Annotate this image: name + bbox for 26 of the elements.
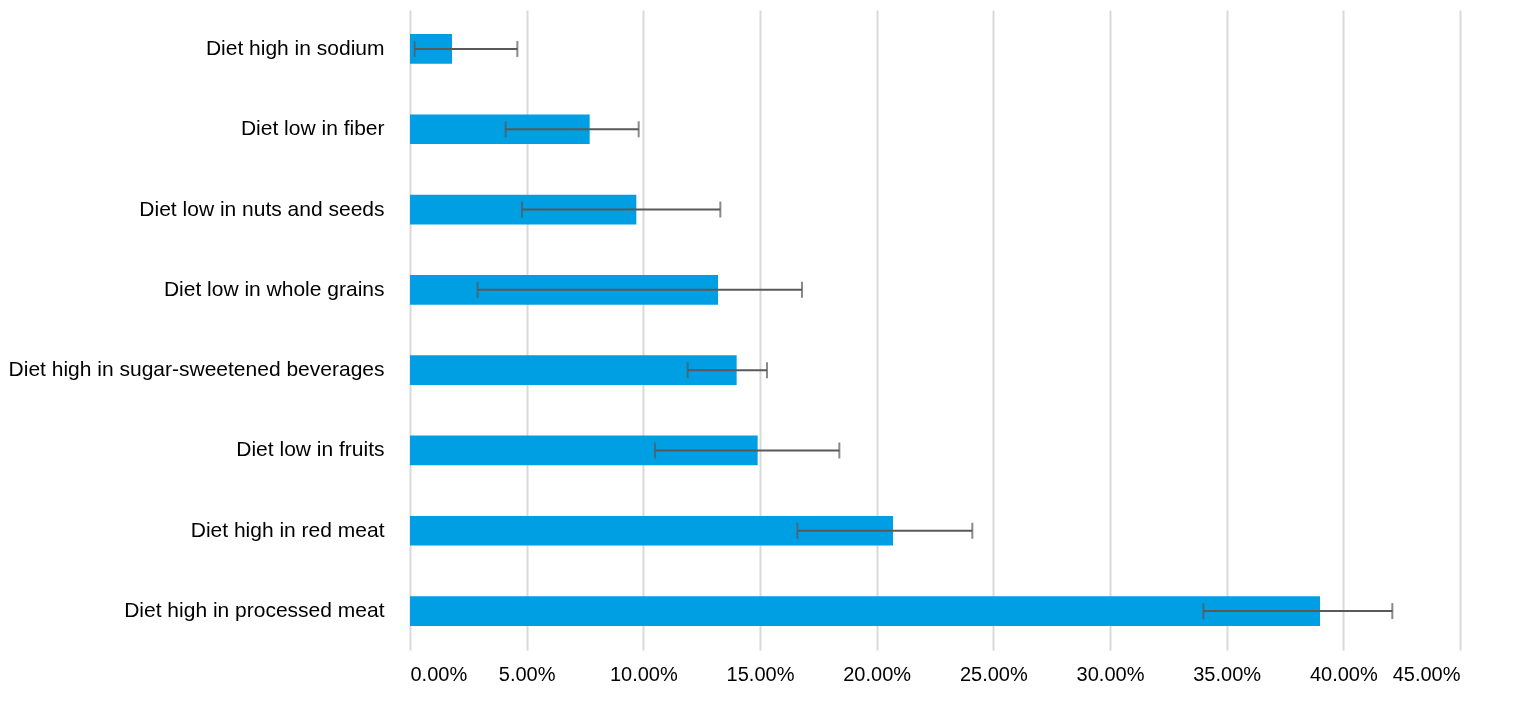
x-tick-label: 30.00%: [1076, 662, 1145, 685]
y-tick-label: Diet high in sodium: [205, 35, 385, 59]
bar: [410, 274, 718, 305]
y-tick-label: Diet low in whole grains: [163, 276, 385, 300]
y-tick-label: Diet high in processed meat: [124, 598, 385, 622]
y-tick-label: Diet high in sugar-sweetened beverages: [8, 357, 385, 381]
bar: [410, 515, 893, 546]
bar: [410, 194, 637, 225]
bar: [410, 114, 590, 145]
x-tick-label: 40.00%: [1309, 662, 1378, 685]
y-tick-label: Diet low in fruits: [236, 437, 385, 461]
x-tick-label: 35.00%: [1193, 662, 1262, 685]
x-tick-label: 25.00%: [959, 662, 1028, 685]
bar: [410, 435, 758, 466]
x-tick-label: 0.00%: [410, 662, 468, 685]
bar: [410, 596, 1320, 626]
bar: [410, 34, 452, 64]
x-tick-label: 10.00%: [609, 662, 678, 685]
y-tick-label: Diet low in fiber: [240, 116, 385, 140]
x-tick-label: 5.00%: [498, 662, 556, 685]
x-tick-label: 45.00%: [1392, 662, 1461, 685]
y-tick-label: Diet high in red meat: [190, 517, 385, 541]
y-tick-label: Diet low in nuts and seeds: [139, 196, 385, 220]
bar: [410, 355, 737, 386]
x-tick-label: 15.00%: [726, 662, 795, 685]
x-tick-label: 20.00%: [843, 662, 912, 685]
